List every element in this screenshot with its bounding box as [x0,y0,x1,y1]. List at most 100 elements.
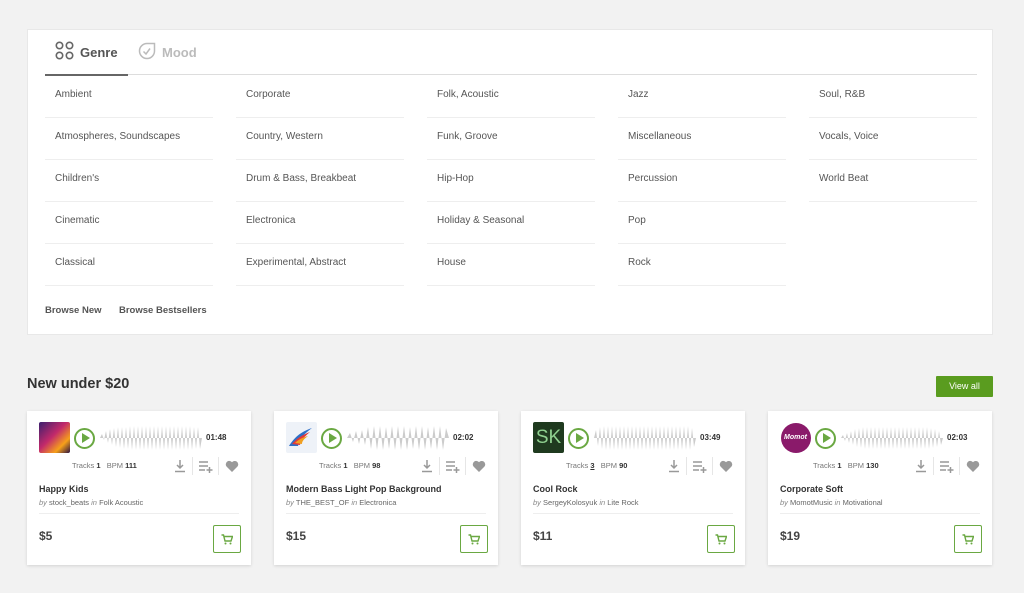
add-to-cart-button[interactable] [213,525,241,553]
track-author[interactable]: stock_beats [49,498,90,507]
by-label: by [39,498,47,507]
track-title[interactable]: Cool Rock [533,484,578,494]
add-to-cart-button[interactable] [954,525,982,553]
track-card: 01:48 Tracks 1 BPM 111 Happy Kids by sto… [27,411,251,565]
tab-mood[interactable]: Mood [138,30,218,75]
download-icon[interactable] [661,457,687,475]
genre-item[interactable]: Cinematic [45,202,213,244]
download-icon[interactable] [167,457,193,475]
mood-icon [138,42,156,63]
bpm-label: BPM [353,461,371,470]
favorite-icon[interactable] [466,457,492,475]
in-label: in [834,498,841,507]
genre-item[interactable]: Children's [45,160,213,202]
download-icon[interactable] [908,457,934,475]
track-price: $19 [780,529,801,543]
add-to-cart-button[interactable] [460,525,488,553]
track-title[interactable]: Modern Bass Light Pop Background [286,484,442,494]
genre-item[interactable]: Electronica [236,202,404,244]
track-thumbnail[interactable] [39,422,70,453]
divider [533,513,733,514]
bpm-label: BPM [847,461,865,470]
genre-item[interactable]: Holiday & Seasonal [427,202,595,244]
tracks-label: Tracks [319,461,342,470]
track-card: 02:02 Tracks 1 BPM 98 Modern Bass Light … [274,411,498,565]
in-label: in [91,498,97,507]
play-button[interactable] [568,428,589,449]
download-icon[interactable] [414,457,440,475]
add-to-playlist-icon[interactable] [193,457,219,475]
waveform[interactable] [841,425,943,451]
track-title[interactable]: Happy Kids [39,484,89,494]
tracks-count: 1 [96,461,101,470]
genre-item[interactable]: Pop [618,202,786,244]
waveform[interactable] [100,425,202,451]
genre-item[interactable]: Miscellaneous [618,118,786,160]
track-thumbnail[interactable] [286,422,317,453]
genre-column: Jazz Miscellaneous Percussion Pop Rock [618,76,786,286]
genre-item[interactable]: Folk, Acoustic [427,76,595,118]
track-duration: 02:03 [947,433,968,442]
bpm-value: 90 [619,461,628,470]
favorite-icon[interactable] [960,457,986,475]
browse-bestsellers-link[interactable]: Browse Bestsellers [119,305,207,316]
genre-item[interactable]: World Beat [809,160,977,202]
genre-icon [55,41,74,63]
tracks-count[interactable]: 3 [590,461,595,470]
track-thumbnail[interactable]: Momot [780,422,811,453]
play-button[interactable] [74,428,95,449]
tab-genre-label: Genre [80,44,118,60]
waveform[interactable] [347,425,449,451]
tab-bar: Genre Mood [45,30,977,76]
genre-item[interactable]: Percussion [618,160,786,202]
play-button[interactable] [815,428,836,449]
genre-item[interactable]: Drum & Bass, Breakbeat [236,160,404,202]
genre-item[interactable]: Rock [618,244,786,286]
cart-icon [715,533,727,544]
track-author[interactable]: MomotMusic [790,498,833,507]
cart-icon [468,533,480,544]
tracks-label: Tracks [813,461,836,470]
track-actions [414,457,492,475]
section-title: New under $20 [27,376,130,392]
track-category[interactable]: Motivational [842,498,883,507]
add-to-cart-button[interactable] [707,525,735,553]
bpm-label: BPM [106,461,124,470]
add-to-playlist-icon[interactable] [440,457,466,475]
divider [286,513,486,514]
favorite-icon[interactable] [713,457,739,475]
add-to-playlist-icon[interactable] [934,457,960,475]
play-button[interactable] [321,428,342,449]
track-title[interactable]: Corporate Soft [780,484,843,494]
track-category[interactable]: Folk Acoustic [99,498,144,507]
add-to-playlist-icon[interactable] [687,457,713,475]
genre-item[interactable]: Corporate [236,76,404,118]
track-byline: by MomotMusic in Motivational [780,498,883,507]
track-price: $5 [39,529,53,543]
genre-item[interactable]: Jazz [618,76,786,118]
tab-genre[interactable]: Genre [45,30,128,76]
genre-item[interactable]: Country, Western [236,118,404,160]
genre-item[interactable]: House [427,244,595,286]
genre-item[interactable]: Classical [45,244,213,286]
genre-item[interactable]: Hip-Hop [427,160,595,202]
genre-item[interactable]: Atmospheres, Soundscapes [45,118,213,160]
view-all-button[interactable]: View all [936,376,993,397]
track-author[interactable]: SergeyKolosyuk [543,498,598,507]
browse-new-link[interactable]: Browse New [45,305,102,316]
track-author[interactable]: THE_BEST_OF [295,498,350,507]
in-label: in [351,498,358,507]
favorite-icon[interactable] [219,457,245,475]
track-duration: 03:49 [700,433,721,442]
track-thumbnail[interactable]: SK [533,422,564,453]
genre-item[interactable]: Vocals, Voice [809,118,977,160]
track-category[interactable]: Electronica [359,498,397,507]
genre-item[interactable]: Experimental, Abstract [236,244,404,286]
track-category[interactable]: Lite Rock [607,498,639,507]
waveform[interactable] [594,425,696,451]
thumb-text: SK [535,426,562,448]
genre-item[interactable]: Funk, Groove [427,118,595,160]
genre-item[interactable]: Ambient [45,76,213,118]
by-label: by [780,498,788,507]
genre-item[interactable]: Soul, R&B [809,76,977,118]
